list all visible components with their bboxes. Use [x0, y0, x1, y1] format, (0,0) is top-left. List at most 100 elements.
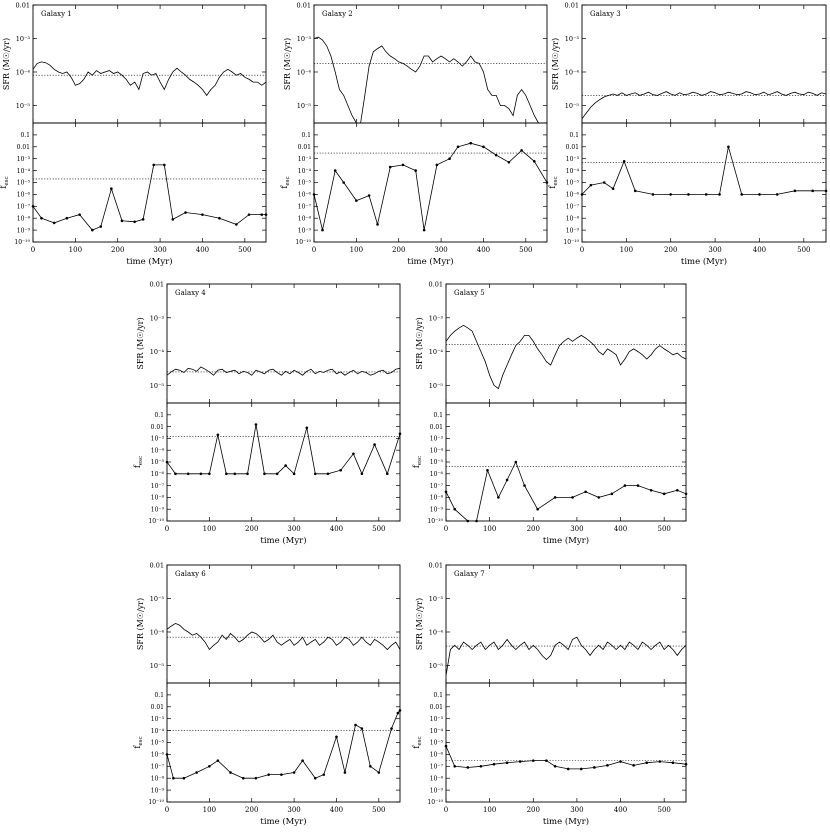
fesc-ytick-label: 10⁻¹⁰: [563, 239, 579, 246]
fesc-data-point: [163, 163, 166, 167]
xtick-label: 300: [434, 246, 447, 254]
fesc-data-point: [246, 472, 249, 476]
fesc-data-point: [373, 443, 376, 446]
sfr-plot-frame: [166, 564, 401, 684]
xtick-label: 100: [483, 525, 496, 533]
fesc-ytick-label: 0.1: [433, 692, 443, 699]
fesc-data-point: [520, 149, 523, 152]
fesc-data-point: [669, 193, 673, 196]
fesc-data-point: [453, 507, 457, 511]
sfr-ytick-label: 10⁻⁵: [429, 382, 444, 390]
fesc-plot-frame: [32, 122, 267, 243]
fesc-ytick-label: 10⁻³: [151, 716, 165, 723]
fesc-ytick-label: 10⁻³: [430, 716, 444, 723]
fesc-ytick-label: 10⁻¹⁰: [427, 518, 443, 525]
xtick-label: 400: [477, 246, 490, 254]
fesc-ytick-label: 10⁻⁸: [430, 775, 444, 782]
fesc-data-point: [636, 484, 640, 487]
sfr-series-line: [446, 324, 686, 390]
fesc-data-point: [225, 472, 228, 476]
fesc-ytick-label: 10⁻⁶: [566, 192, 580, 199]
fesc-ytick-label: 10⁻⁹: [151, 787, 165, 794]
fesc-data-point: [110, 187, 113, 191]
sfr-plot-frame: [166, 283, 401, 404]
fesc-ytick-label: 10⁻³: [151, 436, 165, 443]
sfr-ytick-label: 10⁻⁴: [16, 68, 31, 76]
fesc-data-point: [333, 169, 337, 172]
sfr-ytick-label: 10⁻³: [565, 35, 580, 43]
fesc-data-point: [335, 735, 338, 739]
xtick-label: 0: [580, 246, 584, 254]
fesc-data-point: [494, 153, 498, 157]
sfr-ytick-label: 0.01: [150, 281, 164, 289]
sfr-series-line: [314, 36, 547, 123]
fesc-ytick-label: 10⁻⁵: [430, 740, 444, 747]
fesc-ytick-label: 0.01: [430, 424, 443, 431]
fesc-data-point: [40, 216, 43, 220]
fesc-data-point: [301, 759, 304, 762]
fesc-data-point: [775, 193, 779, 196]
fesc-data-point: [141, 218, 145, 221]
fesc-data-point: [208, 765, 211, 768]
fesc-ytick-label: 0.01: [298, 144, 311, 151]
fesc-ytick-label: 10⁻³: [17, 156, 31, 163]
fesc-series-line: [446, 460, 686, 521]
fesc-data-point: [339, 468, 342, 472]
sfr-ytick-label: 10⁻⁴: [297, 68, 312, 76]
sfr-ytick-label: 0.01: [565, 2, 579, 10]
fesc-data-point: [727, 145, 730, 149]
fesc-data-point: [152, 163, 156, 167]
fesc-ytick-label: 0.1: [154, 692, 164, 699]
xtick-label: 0: [444, 806, 448, 814]
fesc-data-point: [579, 767, 583, 771]
fesc-ytick-label: 10⁻⁵: [151, 459, 165, 466]
fesc-data-point: [811, 189, 814, 193]
panel-title: Galaxy 2: [322, 10, 353, 18]
fesc-data-point: [401, 163, 405, 167]
sfr-ytick-label: 10⁻⁴: [429, 348, 444, 356]
fesc-data-point: [292, 771, 296, 774]
fesc-data-point: [275, 472, 279, 476]
fesc-data-point: [448, 157, 451, 160]
fesc-data-point: [610, 492, 614, 496]
xtick-label: 0: [312, 246, 316, 254]
fesc-data-point: [553, 765, 557, 768]
sfr-series-line: [446, 636, 686, 676]
fesc-ytick-label: 10⁻⁶: [430, 471, 444, 478]
panel-title: Galaxy 7: [454, 570, 485, 578]
fesc-data-point: [52, 221, 56, 225]
fesc-data-point: [444, 490, 448, 494]
fesc-ytick-label: 0.01: [17, 144, 30, 151]
fesc-data-point: [174, 472, 177, 476]
fesc-data-point: [632, 764, 635, 767]
fesc-series-line: [33, 164, 266, 231]
xtick-label: 300: [570, 525, 583, 533]
x-axis-label: time (Myr): [543, 816, 589, 827]
fesc-data-point: [352, 452, 355, 456]
x-axis-label: time (Myr): [260, 535, 306, 546]
sfr-ytick-label: 0.01: [429, 281, 443, 289]
xtick-label: 100: [203, 525, 216, 533]
fesc-data-point: [486, 468, 489, 472]
fesc-ytick-label: 10⁻⁷: [298, 204, 312, 211]
xtick-label: 200: [111, 246, 124, 254]
fesc-data-point: [233, 472, 237, 476]
sfr-ytick-label: 0.01: [429, 562, 443, 570]
sfr-ytick-label: 10⁻⁵: [16, 102, 31, 110]
fesc-ytick-label: 0.01: [151, 704, 164, 711]
galaxy-panel-3: Galaxy 3 0.01 10⁻³ 10⁻⁴ 10⁻⁵ 0.1 0.01 10⁻³ 10⁻⁴ 1…: [548, 2, 828, 267]
fesc-ytick-label: 10⁻⁴: [430, 728, 444, 735]
fesc-y-axis-label: fesc: [412, 456, 423, 468]
sfr-ytick-label: 10⁻⁴: [565, 68, 580, 76]
fesc-data-point: [505, 761, 509, 765]
xtick-label: 200: [664, 246, 677, 254]
fesc-plot-frame: [166, 402, 401, 522]
fesc-data-point: [658, 760, 662, 763]
xtick-label: 100: [483, 806, 496, 814]
fesc-plot-frame: [445, 402, 687, 522]
fesc-ytick-label: 0.1: [20, 132, 30, 139]
xtick-label: 200: [527, 806, 540, 814]
sfr-ytick-label: 10⁻⁴: [150, 628, 165, 636]
fesc-data-point: [553, 496, 557, 499]
